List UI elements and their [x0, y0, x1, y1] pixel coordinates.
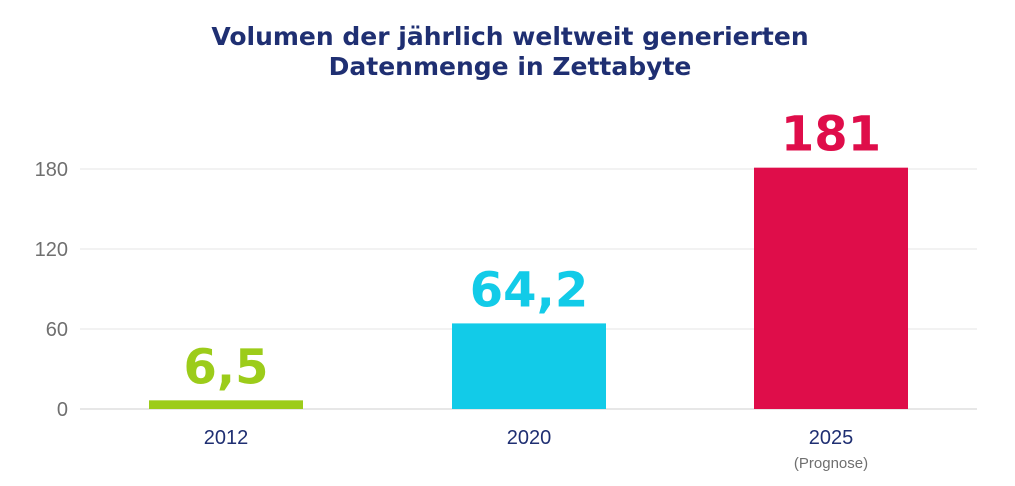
- bar-2020: [452, 323, 606, 409]
- value-label-2025: 181: [781, 107, 881, 163]
- bar-2025: [754, 167, 908, 409]
- y-tick-label: 60: [46, 319, 68, 341]
- value-label-2020: 64,2: [470, 262, 588, 318]
- category-label-2025: 2025: [809, 427, 854, 449]
- category-label-2012: 2012: [204, 427, 249, 449]
- chart-title-line-1: Volumen der jährlich weltweit generierte…: [211, 22, 808, 51]
- chart-title-line-2: Datenmenge in Zettabyte: [329, 52, 692, 81]
- y-tick-label: 0: [57, 399, 68, 421]
- y-tick-label: 120: [35, 239, 68, 261]
- category-note-2025: (Prognose): [794, 455, 868, 472]
- y-tick-label: 180: [35, 159, 68, 181]
- bar-2012: [149, 400, 303, 409]
- value-label-2012: 6,5: [183, 339, 268, 395]
- category-label-2020: 2020: [507, 427, 552, 449]
